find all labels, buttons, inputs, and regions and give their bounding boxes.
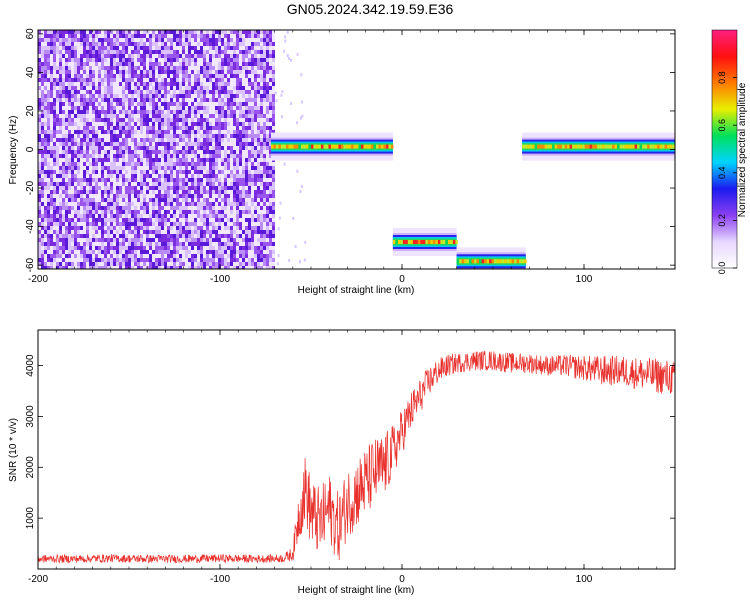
x-tick-label: 0 bbox=[399, 274, 405, 285]
spectrogram-speck bbox=[275, 99, 277, 102]
spectrogram-speck bbox=[297, 53, 299, 56]
colorbar-tick-label: 0.0 bbox=[717, 262, 727, 275]
spectrogram-speck bbox=[288, 57, 290, 60]
spectrogram-y-label: Frequency (Hz) bbox=[8, 116, 19, 185]
colorbar-tick-label: 0.6 bbox=[717, 119, 727, 132]
spectrogram-tone-band bbox=[271, 133, 394, 161]
y-tick-label: 3000 bbox=[25, 405, 36, 428]
spectrogram-speck bbox=[283, 50, 285, 53]
spectrogram-speck bbox=[277, 262, 279, 265]
spectrogram-speck bbox=[275, 91, 277, 94]
x-tick-label: 100 bbox=[576, 274, 593, 285]
snr-x-label: Height of straight line (km) bbox=[298, 585, 415, 596]
colorbar-label: Normalized spectral amplitude bbox=[737, 82, 748, 217]
snr-panel: -200 -100 0 100 1000 2000 3000 4000 Height of … bbox=[8, 330, 675, 596]
x-tick-label: -100 bbox=[210, 574, 230, 585]
spectrogram-speck bbox=[299, 260, 301, 263]
spectrogram-speck bbox=[296, 121, 298, 124]
x-tick-label: 0 bbox=[399, 574, 405, 585]
spectrogram-speck bbox=[299, 190, 301, 193]
x-tick-label: -200 bbox=[28, 574, 48, 585]
y-tick-label: 4000 bbox=[25, 354, 36, 377]
y-tick-label: 20 bbox=[25, 105, 36, 117]
spectrogram-speck bbox=[278, 227, 280, 230]
spectrogram-speck bbox=[290, 102, 292, 105]
figure-title: GN05.2024.342.19.59.E36 bbox=[287, 1, 454, 17]
snr-y-ticks: 1000 2000 3000 4000 bbox=[25, 354, 675, 529]
y-tick-label: 0 bbox=[25, 146, 36, 152]
spectrogram-speck bbox=[280, 202, 282, 205]
x-tick-label: 100 bbox=[576, 574, 593, 585]
colorbar-tick-label: 0.8 bbox=[717, 71, 727, 84]
spectrogram-speck bbox=[281, 90, 283, 93]
spectrogram-speck bbox=[301, 115, 303, 118]
spectrogram-speck bbox=[287, 54, 289, 57]
spectrogram-x-label: Height of straight line (km) bbox=[298, 285, 415, 296]
snr-frame bbox=[38, 330, 675, 569]
x-tick-label: -200 bbox=[28, 274, 48, 285]
y-tick-label: 40 bbox=[25, 66, 36, 78]
y-tick-label: -20 bbox=[25, 180, 36, 195]
spectrogram-speck bbox=[295, 245, 297, 248]
spectrogram-speck bbox=[278, 254, 280, 257]
y-tick-label: 2000 bbox=[25, 456, 36, 479]
spectrogram-speck bbox=[296, 170, 298, 173]
spectrogram-speck bbox=[281, 115, 283, 118]
spectrogram-tone-band bbox=[457, 247, 527, 275]
spectrogram-speck bbox=[304, 241, 306, 244]
x-tick-label: -100 bbox=[210, 274, 230, 285]
spectrogram-speck bbox=[290, 59, 292, 62]
colorbar-bar bbox=[712, 30, 737, 268]
spectrogram-speck bbox=[287, 31, 289, 34]
snr-content bbox=[38, 351, 675, 563]
spectrogram-tone-band bbox=[522, 133, 677, 161]
spectrogram-speck bbox=[280, 94, 282, 97]
spectrogram-noise-region bbox=[38, 30, 306, 270]
y-tick-label: 1000 bbox=[25, 507, 36, 530]
spectrogram-speck bbox=[279, 217, 281, 220]
colorbar-tick-label: 0.2 bbox=[717, 214, 727, 227]
spectrogram-speck bbox=[300, 73, 302, 76]
spectrogram-speck bbox=[292, 217, 294, 220]
spectrogram-tone-band bbox=[393, 228, 458, 256]
snr-y-label: SNR (10 * v/v) bbox=[8, 418, 19, 482]
y-tick-label: -40 bbox=[25, 219, 36, 234]
y-tick-label: 60 bbox=[25, 28, 36, 40]
snr-series-line bbox=[38, 351, 675, 563]
colorbar: 0.0 0.2 0.4 0.6 0.8 Normalized spectral ampl… bbox=[712, 30, 748, 274]
spectrogram-speck bbox=[284, 39, 286, 42]
spectrogram-content bbox=[38, 30, 677, 275]
spectrogram-speck bbox=[304, 258, 306, 261]
spectrogram-speck bbox=[288, 259, 290, 262]
spectrogram-speck bbox=[284, 35, 286, 38]
spectrogram-speck bbox=[301, 100, 303, 103]
y-tick-label: -60 bbox=[25, 257, 36, 272]
spectrogram-speck bbox=[301, 185, 303, 188]
colorbar-tick-label: 0.4 bbox=[717, 167, 727, 180]
spectrogram-speck bbox=[284, 163, 286, 166]
